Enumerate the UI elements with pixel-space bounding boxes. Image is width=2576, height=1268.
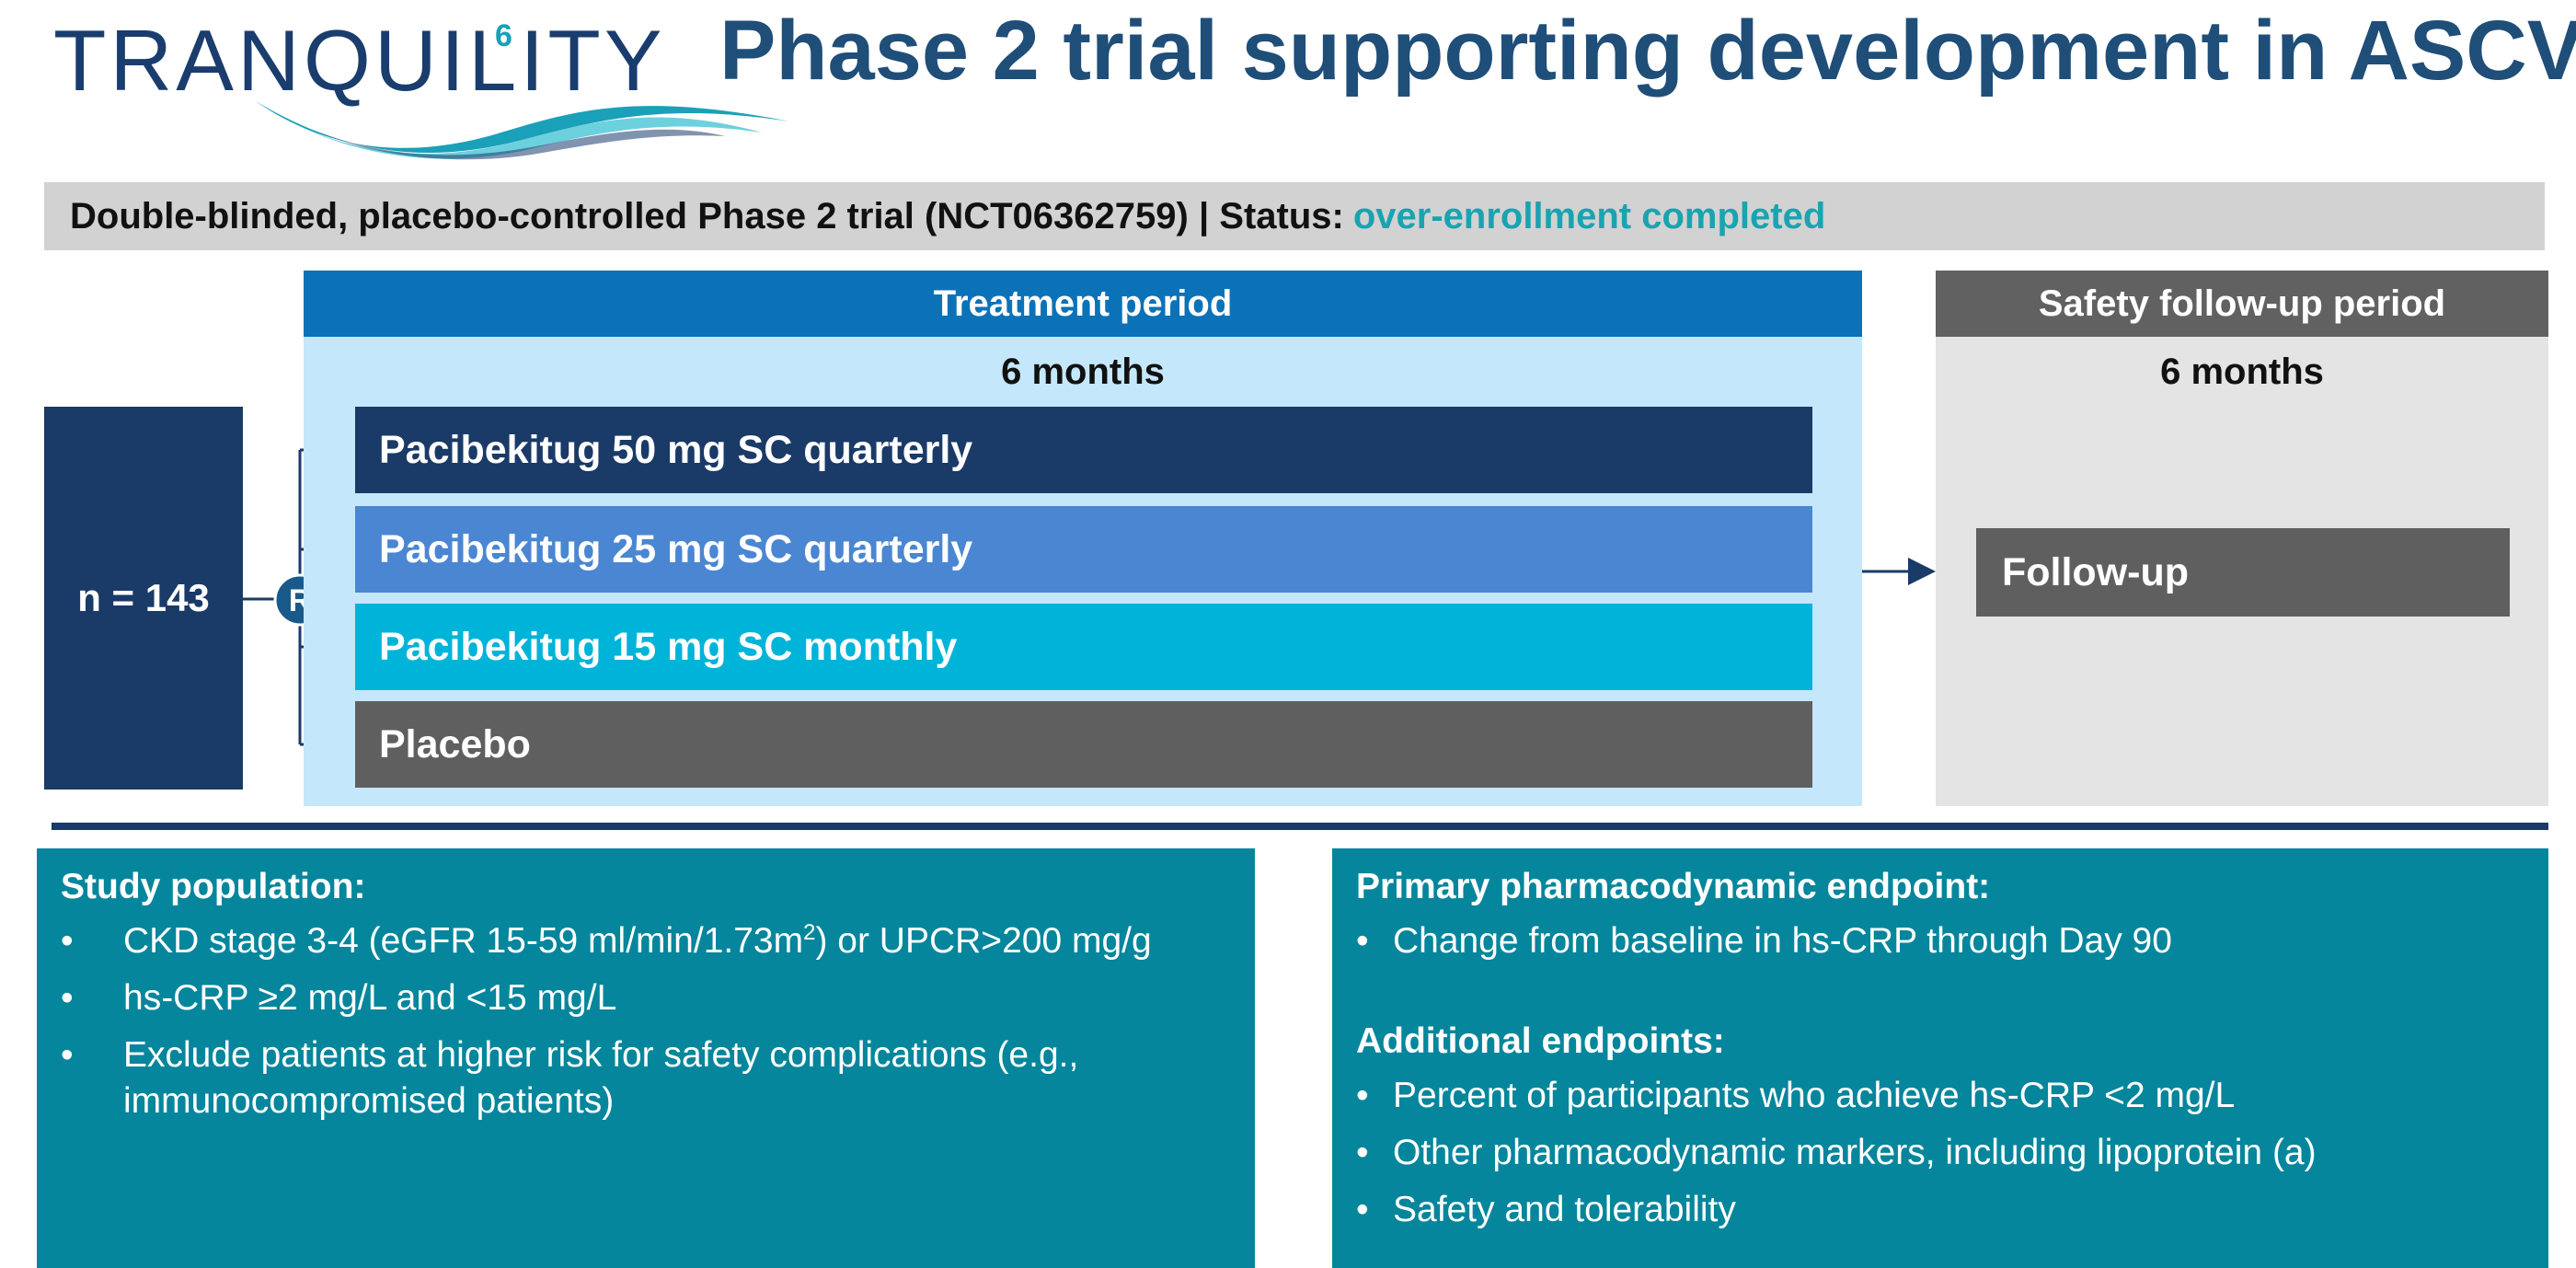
safety-duration: 6 months bbox=[2160, 352, 2324, 392]
study-population-list: • CKD stage 3-4 (eGFR 15-59 ml/min/1.73m… bbox=[61, 918, 1255, 1124]
list-item: • Exclude patients at higher risk for sa… bbox=[61, 1032, 1255, 1124]
status-value: over-enrollment completed bbox=[1352, 195, 1826, 236]
tranquility-logo: TRANQUILITY 6 bbox=[53, 7, 789, 160]
section-divider bbox=[52, 823, 2548, 830]
treatment-period-title: Treatment period bbox=[933, 282, 1233, 324]
ckd-criterion: CKD stage 3-4 (eGFR 15-59 ml/min/1.73m2)… bbox=[123, 920, 1152, 961]
list-item: • Other pharmacodynamic markers, includi… bbox=[1356, 1130, 2548, 1176]
endpoints-panel: Primary pharmacodynamic endpoint: • Chan… bbox=[1332, 848, 2548, 1268]
bullet: • bbox=[1356, 1190, 1369, 1229]
bullet: • bbox=[1356, 1076, 1369, 1115]
list-item: • hs-CRP ≥2 mg/L and <15 mg/L bbox=[61, 975, 1255, 1021]
page-title: Phase 2 trial supporting development in … bbox=[719, 4, 2576, 98]
trial-description: Double-blinded, placebo-controlled Phase… bbox=[70, 195, 1344, 236]
treatment-period-header: Treatment period bbox=[304, 271, 1862, 337]
safety-period-header: Safety follow-up period bbox=[1936, 271, 2548, 337]
list-item: • Percent of participants who achieve hs… bbox=[1356, 1073, 2548, 1119]
bullet: • bbox=[61, 1035, 74, 1075]
trial-status-bar: Double-blinded, placebo-controlled Phase… bbox=[44, 182, 2545, 250]
arm-25mg-quarterly: Pacibekitug 25 mg SC quarterly bbox=[355, 506, 1812, 593]
bullet: • bbox=[61, 978, 74, 1018]
bullet: • bbox=[1356, 1133, 1369, 1172]
bullet: • bbox=[61, 921, 74, 961]
study-population-panel: Study population: • CKD stage 3-4 (eGFR … bbox=[37, 848, 1255, 1268]
arm-15mg-monthly: Pacibekitug 15 mg SC monthly bbox=[355, 604, 1812, 690]
logo-wordmark: TRANQUILITY bbox=[53, 12, 666, 109]
additional-endpoints-heading: Additional endpoints: bbox=[1356, 1021, 1725, 1061]
arm-50mg-quarterly: Pacibekitug 50 mg SC quarterly bbox=[355, 407, 1812, 493]
logo-superscript: 6 bbox=[495, 18, 512, 53]
additional-endpoint: Other pharmacodynamic markers, including… bbox=[1393, 1133, 2317, 1172]
arm-placebo: Placebo bbox=[355, 701, 1812, 788]
treatment-period-body: 6 months Pacibekitug 50 mg SC quarterly … bbox=[304, 337, 1862, 806]
additional-endpoint: Safety and tolerability bbox=[1393, 1190, 1736, 1229]
bullet: • bbox=[1356, 921, 1369, 961]
treatment-duration: 6 months bbox=[1001, 352, 1165, 392]
primary-endpoint-list: • Change from baseline in hs-CRP through… bbox=[1356, 918, 2548, 964]
population-box: n = 143 bbox=[44, 407, 243, 790]
study-population-heading: Study population: bbox=[61, 867, 366, 906]
additional-endpoint: Percent of participants who achieve hs-C… bbox=[1393, 1076, 2236, 1115]
list-item: • Safety and tolerability bbox=[1356, 1187, 2548, 1233]
follow-up-box: Follow-up bbox=[1976, 528, 2510, 617]
list-item: • CKD stage 3-4 (eGFR 15-59 ml/min/1.73m… bbox=[61, 918, 1255, 964]
safety-period-body: 6 months Follow-up bbox=[1936, 337, 2548, 806]
safety-period-title: Safety follow-up period bbox=[2038, 282, 2446, 324]
list-item: • Change from baseline in hs-CRP through… bbox=[1356, 918, 2548, 964]
additional-endpoints-list: • Percent of participants who achieve hs… bbox=[1356, 1073, 2548, 1233]
exclusion-criterion: Exclude patients at higher risk for safe… bbox=[123, 1035, 1079, 1121]
hscrp-criterion: hs-CRP ≥2 mg/L and <15 mg/L bbox=[123, 978, 617, 1018]
wave-logo-graphic bbox=[256, 101, 789, 160]
population-count: n = 143 bbox=[77, 576, 210, 619]
primary-endpoint: Change from baseline in hs-CRP through D… bbox=[1393, 921, 2172, 961]
primary-endpoint-heading: Primary pharmacodynamic endpoint: bbox=[1356, 867, 1991, 906]
